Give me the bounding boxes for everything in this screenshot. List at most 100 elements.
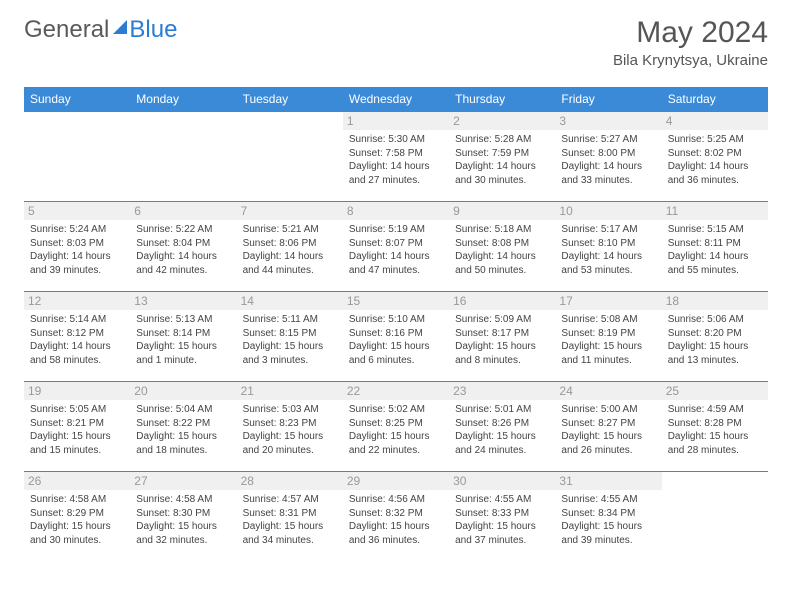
weekday-header: Monday xyxy=(130,87,236,112)
sunset-text: Sunset: 8:07 PM xyxy=(349,237,443,251)
sunset-text: Sunset: 7:58 PM xyxy=(349,147,443,161)
day-number: 12 xyxy=(24,292,130,310)
cell-body: Sunrise: 5:03 AMSunset: 8:23 PMDaylight:… xyxy=(243,403,337,457)
day-number: 11 xyxy=(662,202,768,220)
cell-body: Sunrise: 5:00 AMSunset: 8:27 PMDaylight:… xyxy=(561,403,655,457)
calendar-cell: 16 Sunrise: 5:09 AMSunset: 8:17 PMDayligh… xyxy=(449,292,555,382)
calendar-cell xyxy=(237,112,343,202)
calendar-cell xyxy=(662,472,768,562)
sunrise-text: Sunrise: 4:55 AM xyxy=(455,493,549,507)
cell-body: Sunrise: 5:01 AMSunset: 8:26 PMDaylight:… xyxy=(455,403,549,457)
sunset-text: Sunset: 8:21 PM xyxy=(30,417,124,431)
cell-body: Sunrise: 5:28 AMSunset: 7:59 PMDaylight:… xyxy=(455,133,549,187)
cell-body: Sunrise: 5:22 AMSunset: 8:04 PMDaylight:… xyxy=(136,223,230,277)
day-number: 8 xyxy=(343,202,449,220)
sunrise-text: Sunrise: 4:58 AM xyxy=(30,493,124,507)
daylight-text: Daylight: 14 hours and 55 minutes. xyxy=(668,250,762,277)
sunset-text: Sunset: 8:22 PM xyxy=(136,417,230,431)
sunrise-text: Sunrise: 5:00 AM xyxy=(561,403,655,417)
sunrise-text: Sunrise: 5:30 AM xyxy=(349,133,443,147)
sunrise-text: Sunrise: 5:04 AM xyxy=(136,403,230,417)
daylight-text: Daylight: 14 hours and 42 minutes. xyxy=(136,250,230,277)
daylight-text: Daylight: 15 hours and 1 minute. xyxy=(136,340,230,367)
sunrise-text: Sunrise: 5:01 AM xyxy=(455,403,549,417)
daylight-text: Daylight: 15 hours and 11 minutes. xyxy=(561,340,655,367)
weekday-header-row: Sunday Monday Tuesday Wednesday Thursday… xyxy=(24,87,768,112)
cell-body: Sunrise: 5:24 AMSunset: 8:03 PMDaylight:… xyxy=(30,223,124,277)
sunset-text: Sunset: 8:23 PM xyxy=(243,417,337,431)
day-number: 2 xyxy=(449,112,555,130)
sunset-text: Sunset: 8:11 PM xyxy=(668,237,762,251)
cell-body: Sunrise: 5:05 AMSunset: 8:21 PMDaylight:… xyxy=(30,403,124,457)
sunset-text: Sunset: 8:27 PM xyxy=(561,417,655,431)
daylight-text: Daylight: 15 hours and 3 minutes. xyxy=(243,340,337,367)
calendar-row: 26Sunrise: 4:58 AMSunset: 8:29 PMDayligh… xyxy=(24,472,768,562)
sunrise-text: Sunrise: 4:55 AM xyxy=(561,493,655,507)
sunrise-text: Sunrise: 4:56 AM xyxy=(349,493,443,507)
cell-body: Sunrise: 5:19 AMSunset: 8:07 PMDaylight:… xyxy=(349,223,443,277)
sail-icon xyxy=(113,20,127,34)
daylight-text: Daylight: 14 hours and 36 minutes. xyxy=(668,160,762,187)
sunset-text: Sunset: 8:25 PM xyxy=(349,417,443,431)
cell-body: Sunrise: 4:58 AMSunset: 8:30 PMDaylight:… xyxy=(136,493,230,547)
calendar-cell: 29 Sunrise: 4:56 AMSunset: 8:32 PMDayligh… xyxy=(343,472,449,562)
daylight-text: Daylight: 14 hours and 39 minutes. xyxy=(30,250,124,277)
daylight-text: Daylight: 14 hours and 30 minutes. xyxy=(455,160,549,187)
day-number: 29 xyxy=(343,472,449,490)
calendar-cell: 27Sunrise: 4:58 AMSunset: 8:30 PMDayligh… xyxy=(130,472,236,562)
daylight-text: Daylight: 15 hours and 22 minutes. xyxy=(349,430,443,457)
sunrise-text: Sunrise: 5:28 AM xyxy=(455,133,549,147)
cell-body: Sunrise: 5:09 AMSunset: 8:17 PMDaylight:… xyxy=(455,313,549,367)
sunset-text: Sunset: 8:12 PM xyxy=(30,327,124,341)
day-number: 24 xyxy=(555,382,661,400)
day-number: 10 xyxy=(555,202,661,220)
sunrise-text: Sunrise: 5:08 AM xyxy=(561,313,655,327)
cell-body: Sunrise: 5:14 AMSunset: 8:12 PMDaylight:… xyxy=(30,313,124,367)
daylight-text: Daylight: 14 hours and 47 minutes. xyxy=(349,250,443,277)
cell-body: Sunrise: 4:58 AMSunset: 8:29 PMDaylight:… xyxy=(30,493,124,547)
sunrise-text: Sunrise: 5:11 AM xyxy=(243,313,337,327)
daylight-text: Daylight: 15 hours and 30 minutes. xyxy=(30,520,124,547)
sunset-text: Sunset: 8:06 PM xyxy=(243,237,337,251)
day-number: 16 xyxy=(449,292,555,310)
calendar-cell: 10 Sunrise: 5:17 AMSunset: 8:10 PMDayligh… xyxy=(555,202,661,292)
weekday-header: Sunday xyxy=(24,87,130,112)
calendar-cell: 11Sunrise: 5:15 AMSunset: 8:11 PMDayligh… xyxy=(662,202,768,292)
day-number: 14 xyxy=(237,292,343,310)
calendar-row: 19Sunrise: 5:05 AMSunset: 8:21 PMDayligh… xyxy=(24,382,768,472)
day-number: 1 xyxy=(343,112,449,130)
sunrise-text: Sunrise: 5:21 AM xyxy=(243,223,337,237)
daylight-text: Daylight: 15 hours and 18 minutes. xyxy=(136,430,230,457)
sunset-text: Sunset: 8:32 PM xyxy=(349,507,443,521)
daylight-text: Daylight: 15 hours and 6 minutes. xyxy=(349,340,443,367)
sunset-text: Sunset: 8:14 PM xyxy=(136,327,230,341)
sunrise-text: Sunrise: 5:03 AM xyxy=(243,403,337,417)
sunset-text: Sunset: 8:16 PM xyxy=(349,327,443,341)
sunrise-text: Sunrise: 5:19 AM xyxy=(349,223,443,237)
sunrise-text: Sunrise: 5:06 AM xyxy=(668,313,762,327)
sunset-text: Sunset: 7:59 PM xyxy=(455,147,549,161)
sunset-text: Sunset: 8:30 PM xyxy=(136,507,230,521)
sunset-text: Sunset: 8:17 PM xyxy=(455,327,549,341)
weekday-header: Thursday xyxy=(449,87,555,112)
calendar-cell: 26Sunrise: 4:58 AMSunset: 8:29 PMDayligh… xyxy=(24,472,130,562)
calendar-cell: 20 Sunrise: 5:04 AMSunset: 8:22 PMDayligh… xyxy=(130,382,236,472)
sunset-text: Sunset: 8:19 PM xyxy=(561,327,655,341)
day-number: 7 xyxy=(237,202,343,220)
daylight-text: Daylight: 15 hours and 39 minutes. xyxy=(561,520,655,547)
sunrise-text: Sunrise: 5:14 AM xyxy=(30,313,124,327)
sunset-text: Sunset: 8:31 PM xyxy=(243,507,337,521)
calendar-cell: 17Sunrise: 5:08 AMSunset: 8:19 PMDayligh… xyxy=(555,292,661,382)
day-number: 20 xyxy=(130,382,236,400)
sunset-text: Sunset: 8:34 PM xyxy=(561,507,655,521)
cell-body: Sunrise: 5:17 AMSunset: 8:10 PMDaylight:… xyxy=(561,223,655,277)
day-number: 21 xyxy=(237,382,343,400)
calendar-cell: 5Sunrise: 5:24 AMSunset: 8:03 PMDaylight… xyxy=(24,202,130,292)
sunset-text: Sunset: 8:26 PM xyxy=(455,417,549,431)
daylight-text: Daylight: 15 hours and 36 minutes. xyxy=(349,520,443,547)
sunrise-text: Sunrise: 5:24 AM xyxy=(30,223,124,237)
cell-body: Sunrise: 5:25 AMSunset: 8:02 PMDaylight:… xyxy=(668,133,762,187)
calendar-cell: 13Sunrise: 5:13 AMSunset: 8:14 PMDayligh… xyxy=(130,292,236,382)
calendar-cell: 15Sunrise: 5:10 AMSunset: 8:16 PMDayligh… xyxy=(343,292,449,382)
cell-body: Sunrise: 5:21 AMSunset: 8:06 PMDaylight:… xyxy=(243,223,337,277)
